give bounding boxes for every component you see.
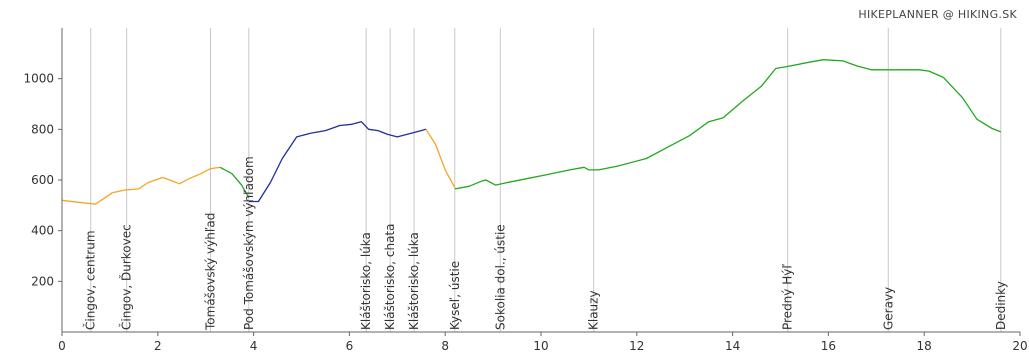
y-tick-label: 600 [31,173,54,187]
waypoint-label: Klauzy [587,290,601,330]
waypoint-label: Dedinky [994,281,1008,330]
x-tick-label: 12 [629,339,644,353]
waypoint-label: Kláštorisko, lúka [359,232,373,330]
waypoint-label: Čingov, centrum [83,230,98,330]
waypoint-lines [90,28,1002,332]
elevation-series [61,59,1002,205]
waypoint-label: Kyseľ, ústie [448,261,462,330]
x-tick-label: 6 [346,339,354,353]
elevation-segment-blue [248,121,427,203]
elevation-segment-green [219,166,250,199]
waypoint-label: Čingov, Ďurkovec [119,224,134,330]
x-tick-label: 10 [533,339,548,353]
waypoint-label: Tomášovský výhľad [203,213,217,331]
y-tick-label: 400 [31,224,54,238]
chart-credit: HIKEPLANNER @ HIKING.SK [858,8,1017,21]
x-tick-label: 16 [821,339,836,353]
elevation-segment-orange [61,166,221,205]
waypoint-labels: Čingov, centrum Čingov, Ďurkovec Tomášovsk… [83,156,1008,331]
x-tick-label: 18 [917,339,932,353]
waypoint-label: Sokolia dol., ústie [493,224,507,330]
waypoint-label: Predný Hýľ [781,264,795,330]
waypoint-label: Kláštorisko, lúka [407,232,421,330]
waypoint-label: Geravy [881,287,895,330]
y-tick-label: 800 [31,122,54,136]
y-tick-label: 200 [31,274,54,288]
x-tick-label: 8 [441,339,449,353]
axes: 200 400 600 800 1000 0 2 4 6 8 10 12 14 16 18 20 [23,28,1028,353]
x-tick-label: 0 [58,339,66,353]
waypoint-label: Pod Tomášovským výhľadom [242,156,256,330]
x-tick-label: 14 [725,339,740,353]
elevation-segment-orange [425,128,456,188]
x-tick-label: 20 [1012,339,1027,353]
x-tick-label: 2 [154,339,162,353]
elevation-segment-green [454,59,1002,190]
waypoint-label: Kláštorisko, chata [383,224,397,330]
y-tick-label: 1000 [23,72,54,86]
x-tick-label: 4 [250,339,258,353]
